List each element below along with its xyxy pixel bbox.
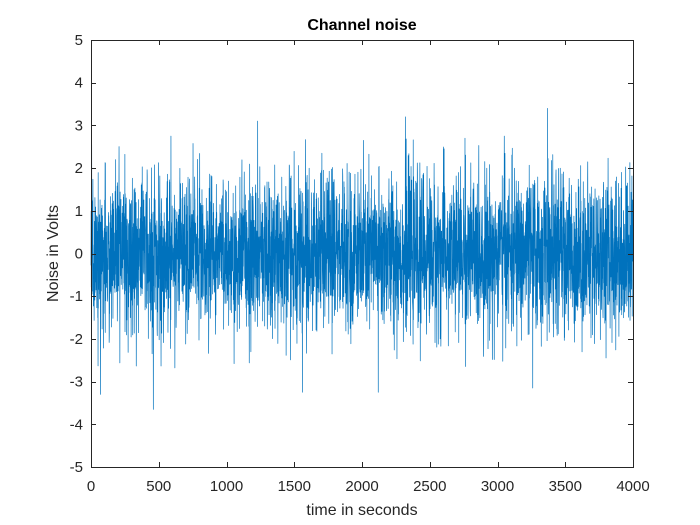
y-tick-label: -4: [70, 416, 83, 433]
y-axis-label: Noise in Volts: [45, 205, 62, 302]
x-tick-label: 0: [87, 478, 95, 495]
x-tick-label: 3000: [481, 478, 514, 495]
y-tick-label: 0: [75, 246, 83, 263]
y-tick-label: -5: [70, 459, 83, 476]
y-tick-label: -2: [70, 331, 83, 348]
x-axis-label: time in seconds: [306, 502, 417, 519]
x-tick-label: 2500: [413, 478, 446, 495]
x-tick-label: 500: [146, 478, 171, 495]
y-tick-label: 5: [75, 32, 83, 49]
x-tick-label: 4000: [616, 478, 649, 495]
y-tick-label: -3: [70, 374, 83, 391]
y-tick-label: 1: [75, 203, 83, 220]
y-tick-label: 2: [75, 160, 83, 177]
x-tick-label: 2000: [345, 478, 378, 495]
chart-title: Channel noise: [307, 17, 416, 34]
y-tick-label: 3: [75, 117, 83, 134]
y-tick-label: 4: [75, 75, 83, 92]
y-tick-label: -1: [70, 288, 83, 305]
x-tick-label: 1500: [278, 478, 311, 495]
x-tick-label: 3500: [549, 478, 582, 495]
x-tick-label: 1000: [210, 478, 243, 495]
